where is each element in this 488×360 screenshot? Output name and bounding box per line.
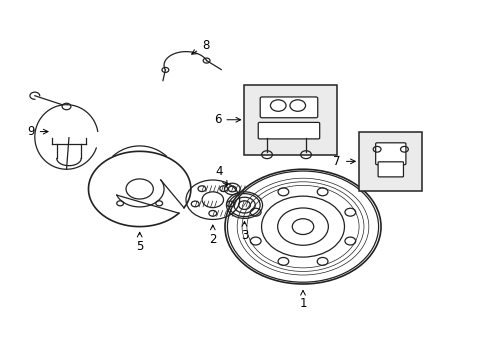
Text: 9: 9 (27, 125, 48, 138)
FancyBboxPatch shape (377, 162, 403, 177)
Text: 7: 7 (333, 155, 354, 168)
Text: 5: 5 (136, 232, 143, 253)
Text: 2: 2 (209, 225, 216, 246)
Text: 8: 8 (191, 39, 209, 54)
Text: 3: 3 (240, 221, 248, 242)
Bar (358, 132, 422, 191)
Text: 6: 6 (213, 113, 240, 126)
FancyBboxPatch shape (260, 97, 317, 118)
FancyBboxPatch shape (258, 122, 319, 139)
Text: 4: 4 (215, 165, 226, 185)
Bar (244, 85, 336, 155)
FancyBboxPatch shape (375, 143, 405, 165)
Text: 1: 1 (299, 291, 306, 310)
